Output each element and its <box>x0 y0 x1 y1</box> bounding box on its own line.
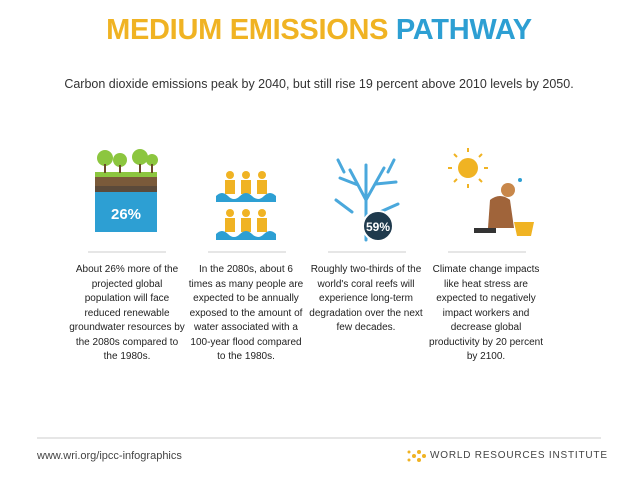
coral-icon: 59% <box>334 158 400 242</box>
heat-icon <box>448 148 534 236</box>
subtitle: Carbon dioxide emissions peak by 2040, b… <box>64 77 574 91</box>
footer-logo: WORLD RESOURCES INSTITUTE <box>430 450 608 461</box>
icon-label: 59% <box>366 220 390 234</box>
icon-label: 26% <box>111 206 141 223</box>
footer-url[interactable]: www.wri.org/ipcc-infographics <box>37 450 182 462</box>
panel-text: In the 2080s, about 6 times as many peop… <box>188 264 304 362</box>
panel-text: About 26% more of the projected global p… <box>69 264 185 362</box>
title-part: MEDIUM EMISSIONS <box>106 14 389 46</box>
panel-text: Climate change impacts like heat stress … <box>429 264 543 362</box>
groundwater-icon: 26% <box>95 149 158 232</box>
logo-mark <box>407 450 426 462</box>
title-part: PATHWAY <box>395 14 532 46</box>
title: MEDIUM EMISSIONS PATHWAY <box>0 14 638 47</box>
flood-icon <box>216 171 276 240</box>
panel-text: Roughly two-thirds of the world's coral … <box>309 264 423 333</box>
